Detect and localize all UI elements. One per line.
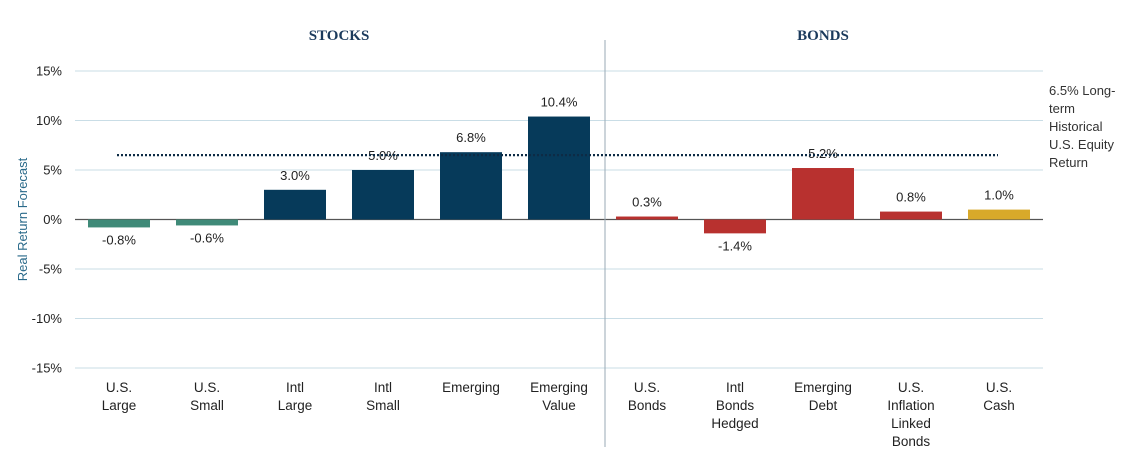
reference-line-label: term	[1049, 101, 1075, 116]
data-label: 5.2%	[808, 146, 838, 161]
bar	[528, 116, 590, 220]
y-tick-label: -15%	[32, 361, 63, 376]
data-label: -0.8%	[102, 232, 136, 247]
y-tick-label: 15%	[36, 64, 62, 79]
x-tick-label: Intl	[286, 380, 304, 395]
bar	[792, 168, 854, 220]
data-label: 5.0%	[368, 148, 398, 163]
data-label: 1.0%	[984, 188, 1014, 203]
x-tick-label: U.S.	[194, 380, 220, 395]
bar	[968, 209, 1030, 220]
y-tick-label: 5%	[43, 163, 62, 178]
x-tick-label: U.S.	[634, 380, 660, 395]
x-tick-label: Emerging	[442, 380, 500, 395]
bar	[176, 219, 238, 226]
x-tick-label: Value	[542, 398, 576, 413]
section-title: BONDS	[797, 28, 849, 44]
y-tick-label: -10%	[32, 311, 63, 326]
x-tick-label: Inflation	[887, 398, 934, 413]
data-label: -0.6%	[190, 230, 224, 245]
y-tick-label: 0%	[43, 212, 62, 227]
x-tick-label: Hedged	[711, 416, 758, 431]
data-label: 0.8%	[896, 190, 926, 205]
x-tick-label: Bonds	[892, 434, 931, 449]
bar	[616, 216, 678, 220]
x-tick-label: U.S.	[106, 380, 132, 395]
x-tick-label: Intl	[726, 380, 744, 395]
data-label: 10.4%	[541, 95, 578, 110]
bar	[264, 189, 326, 220]
y-tick-label: 10%	[36, 113, 62, 128]
x-tick-label: U.S.	[986, 380, 1012, 395]
reference-line-label: Historical	[1049, 119, 1103, 134]
x-tick-label: Small	[366, 398, 400, 413]
reference-line-label: Return	[1049, 155, 1088, 170]
x-tick-label: Debt	[809, 398, 838, 413]
x-tick-label: Small	[190, 398, 224, 413]
x-tick-label: Large	[278, 398, 313, 413]
bar	[88, 219, 150, 228]
x-tick-label: Cash	[983, 398, 1015, 413]
section-title: STOCKS	[309, 28, 370, 44]
x-tick-label: Bonds	[716, 398, 755, 413]
x-tick-label: Emerging	[530, 380, 588, 395]
x-tick-label: Large	[102, 398, 137, 413]
x-tick-label: Linked	[891, 416, 931, 431]
y-axis-label: Real Return Forecast	[15, 157, 30, 281]
bar	[352, 170, 414, 220]
x-tick-label: Bonds	[628, 398, 667, 413]
x-tick-label: Intl	[374, 380, 392, 395]
data-label: 3.0%	[280, 168, 310, 183]
reference-line-label: 6.5% Long-	[1049, 83, 1116, 98]
bar	[880, 211, 942, 220]
data-label: 6.8%	[456, 130, 486, 145]
y-tick-label: -5%	[39, 262, 63, 277]
data-label: 0.3%	[632, 195, 662, 210]
reference-line-label: U.S. Equity	[1049, 137, 1115, 152]
x-tick-label: U.S.	[898, 380, 924, 395]
data-label: -1.4%	[718, 238, 752, 253]
bar	[440, 152, 502, 220]
x-tick-label: Emerging	[794, 380, 852, 395]
bar	[704, 219, 766, 234]
